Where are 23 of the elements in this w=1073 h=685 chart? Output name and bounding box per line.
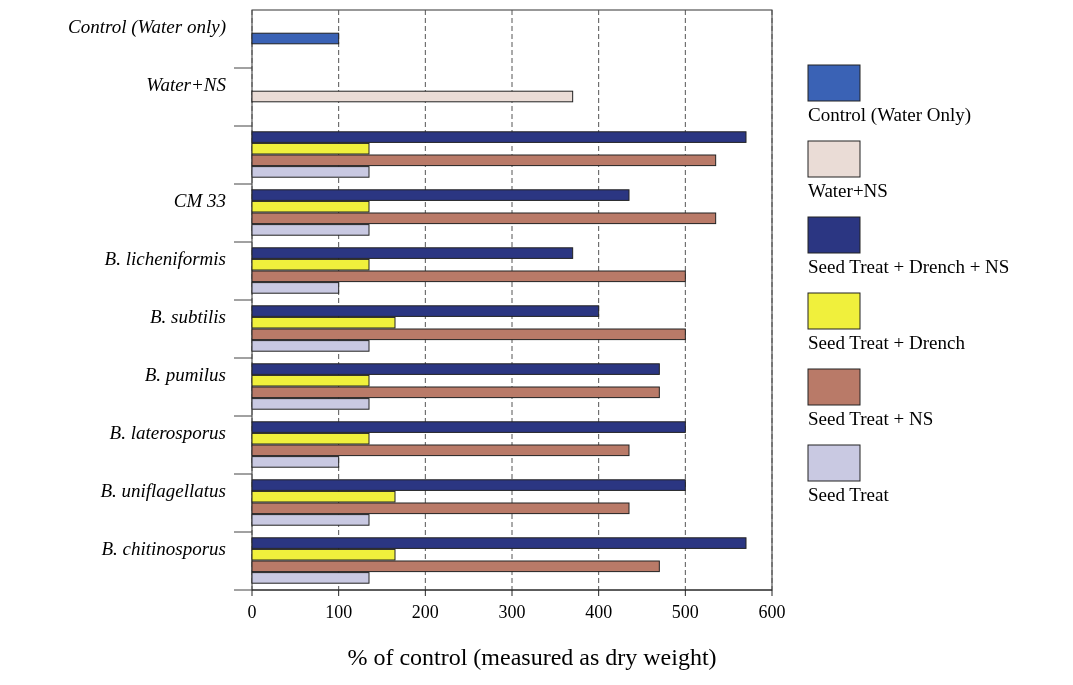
y-tick-label: CM 33 (173, 190, 226, 211)
legend-label: Seed Treat + Drench (808, 332, 966, 353)
legend-label: Water+NS (808, 180, 888, 201)
y-tick-label: B. subtilis (149, 306, 226, 327)
y-tick-label: B. chitinosporus (101, 538, 226, 559)
legend-label: Seed Treat (808, 484, 890, 505)
x-tick-label: 0 (247, 602, 257, 622)
y-tick-label: B. uniflagellatus (100, 480, 226, 501)
y-tick-label: Water+NS (146, 74, 227, 95)
x-tick-label: 200 (411, 602, 439, 622)
x-tick-label: 600 (758, 602, 786, 622)
legend-label: Seed Treat + Drench + NS (808, 256, 1010, 277)
x-tick-label: 400 (585, 602, 613, 622)
x-axis-title: % of control (measured as dry weight) (347, 644, 717, 670)
y-tick-label: B. laterosporus (109, 422, 226, 443)
y-tick-label: B. licheniformis (104, 248, 226, 269)
x-tick-label: 300 (498, 602, 526, 622)
x-tick-label: 100 (325, 602, 353, 622)
legend-label: Control (Water Only) (808, 104, 972, 126)
x-tick-label: 500 (671, 602, 699, 622)
y-tick-label: Control (Water only) (68, 16, 226, 38)
y-tick-label: B. pumilus (144, 364, 226, 385)
legend-label: Seed Treat + NS (808, 408, 934, 429)
